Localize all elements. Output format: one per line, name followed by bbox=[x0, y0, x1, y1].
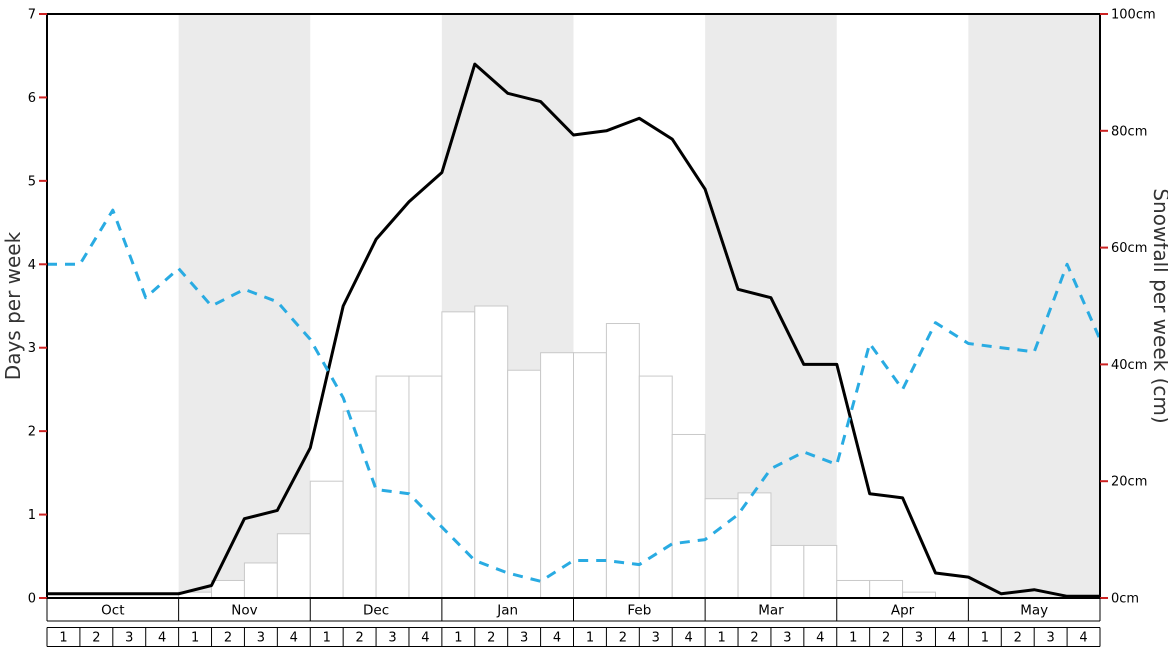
right-axis-tick-label: 40cm bbox=[1111, 358, 1147, 373]
week-label: 3 bbox=[125, 631, 133, 646]
month-label: Apr bbox=[891, 603, 915, 619]
week-label: 3 bbox=[783, 631, 791, 646]
right-axis-tick-label: 0cm bbox=[1111, 592, 1139, 607]
week-label: 4 bbox=[685, 631, 693, 646]
snowfall-bar bbox=[375, 375, 410, 599]
month-label: Jan bbox=[496, 603, 518, 619]
snowfall-bar bbox=[309, 480, 344, 599]
week-label: 4 bbox=[553, 631, 561, 646]
month-band bbox=[178, 14, 311, 598]
left-axis-title: Days per week bbox=[1, 231, 25, 380]
month-label: Mar bbox=[758, 603, 784, 619]
week-label: 2 bbox=[92, 631, 100, 646]
days-per-week-dashed-line bbox=[47, 208, 1102, 583]
week-label: 4 bbox=[948, 631, 956, 646]
week-label: 2 bbox=[487, 631, 495, 646]
left-axis-tick-label: 3 bbox=[28, 341, 36, 356]
snowfall-bar bbox=[540, 352, 574, 599]
week-label: 2 bbox=[224, 631, 232, 646]
right-axis-tick-label: 20cm bbox=[1111, 475, 1147, 490]
week-label: 4 bbox=[1079, 631, 1087, 646]
snowfall-bar bbox=[704, 498, 739, 599]
snowfall-bar bbox=[737, 492, 772, 599]
left-axis: 0 1 2 3 4 5 6 7 bbox=[28, 8, 47, 607]
month-label: Oct bbox=[101, 603, 124, 619]
week-label: 1 bbox=[981, 631, 989, 646]
week-label: 2 bbox=[619, 631, 627, 646]
week-label: 2 bbox=[750, 631, 758, 646]
snowfall-bar bbox=[671, 433, 706, 599]
week-label: 3 bbox=[257, 631, 265, 646]
right-axis: 0cm 20cm 40cm 60cm 80cm 100cm bbox=[1100, 8, 1156, 607]
week-label: 4 bbox=[816, 631, 824, 646]
week-label: 3 bbox=[388, 631, 396, 646]
snowfall-bar bbox=[770, 544, 805, 599]
left-axis-tick-label: 5 bbox=[28, 174, 36, 189]
month-label: May bbox=[1020, 603, 1048, 619]
snowfall-bar bbox=[474, 305, 509, 599]
right-axis-title: Snowfall per week (cm) bbox=[1149, 188, 1168, 423]
left-axis-tick-label: 4 bbox=[28, 258, 36, 273]
snowfall-bar bbox=[211, 579, 245, 599]
snowfall-bar bbox=[605, 323, 640, 599]
snowfall-bar bbox=[869, 579, 904, 599]
week-label: 3 bbox=[652, 631, 660, 646]
week-row: 1 2 3 4 1 2 3 4 1 2 3 4 1 2 3 4 1 2 3 4 1 2 3 4 1 2 3 4 1 2 3 4 bbox=[46, 627, 1101, 647]
week-label: 1 bbox=[586, 631, 594, 646]
snowfall-bar bbox=[803, 544, 838, 599]
left-axis-tick-label: 0 bbox=[28, 592, 36, 607]
snowfall-bar bbox=[243, 562, 278, 599]
week-label: 4 bbox=[158, 631, 166, 646]
month-label: Feb bbox=[627, 603, 651, 619]
snowfall-bars bbox=[178, 305, 936, 599]
snowfall-bar bbox=[276, 533, 311, 599]
snowfall-bar bbox=[408, 375, 443, 599]
week-label: 4 bbox=[421, 631, 429, 646]
month-row: Oct Nov Dec Jan Feb Mar Apr May bbox=[46, 598, 1101, 622]
month-band bbox=[968, 14, 1100, 598]
month-label: Dec bbox=[363, 603, 389, 619]
snowfall-bar bbox=[836, 579, 871, 599]
week-label: 3 bbox=[520, 631, 528, 646]
week-label: 2 bbox=[882, 631, 890, 646]
week-label: 1 bbox=[454, 631, 462, 646]
month-label: Nov bbox=[231, 603, 257, 619]
snowfall-bar bbox=[638, 375, 673, 599]
week-label: 2 bbox=[1014, 631, 1022, 646]
week-label: 1 bbox=[323, 631, 331, 646]
right-axis-tick-label: 100cm bbox=[1111, 8, 1156, 23]
week-label: 2 bbox=[355, 631, 363, 646]
left-axis-tick-label: 6 bbox=[28, 91, 36, 106]
days-per-week-solid-line bbox=[47, 62, 1100, 598]
left-axis-tick-label: 1 bbox=[28, 508, 36, 523]
days-per-week-solid-line-path bbox=[47, 62, 1100, 598]
week-label: 1 bbox=[191, 631, 199, 646]
snowfall-bar bbox=[507, 369, 542, 599]
week-label: 3 bbox=[1047, 631, 1055, 646]
week-label: 1 bbox=[717, 631, 725, 646]
snowfall-bar bbox=[342, 410, 377, 599]
week-label: 1 bbox=[849, 631, 857, 646]
days-per-week-dashed-line-path bbox=[47, 208, 1102, 583]
right-axis-tick-label: 80cm bbox=[1111, 124, 1147, 139]
left-axis-tick-label: 7 bbox=[28, 8, 36, 23]
left-axis-tick-label: 2 bbox=[28, 425, 36, 440]
week-label: 3 bbox=[915, 631, 923, 646]
week-label: 1 bbox=[59, 631, 67, 646]
week-label: 4 bbox=[290, 631, 298, 646]
right-axis-tick-label: 60cm bbox=[1111, 241, 1147, 256]
